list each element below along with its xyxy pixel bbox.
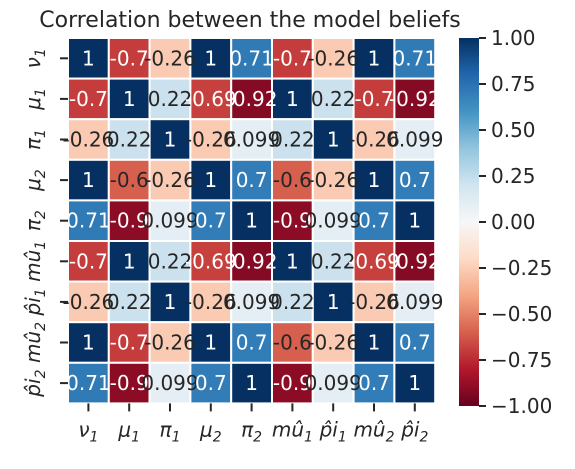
cell-annotation: 1 [82, 46, 95, 70]
cell-annotation: 0.22 [107, 128, 152, 152]
colorbar-tick-label: −0.25 [491, 256, 552, 280]
y-tick-label: μ2 [21, 169, 49, 192]
colorbar-tick-label: 0.75 [491, 72, 536, 96]
cell-annotation: 1 [204, 46, 217, 70]
cell-annotation: 0.71 [229, 46, 274, 70]
colorbar-tick-label: 0.50 [491, 118, 536, 142]
cell-annotation: -0.7 [110, 331, 149, 355]
y-tick-label: π1 [21, 129, 49, 150]
cell-annotation: 1 [82, 168, 95, 192]
cell-annotation: 1 [368, 46, 381, 70]
cell-annotation: -0.26 [307, 331, 359, 355]
cell-annotation: 1 [164, 290, 177, 314]
cell-annotation: -0.26 [144, 331, 196, 355]
colorbar-ticks: 1.00 0.75 0.50 0.25 0.00 −0.25 −0.50 −0.75 −1.00 [479, 26, 552, 418]
chart-title: Correlation between the model beliefs [39, 8, 461, 33]
cell-annotation: 0.22 [270, 128, 315, 152]
cell-annotation: 0.099 [141, 371, 198, 395]
cell-annotation: -0.6 [273, 331, 312, 355]
x-tick-label: μ2 [199, 417, 222, 445]
y-tick-label: π2 [21, 210, 49, 231]
cell-annotation: -0.92 [226, 87, 278, 111]
cell-annotation: 0.099 [141, 209, 198, 233]
x-axis-ticks: ν1 μ1 π1 μ2 π2 mû1 p̂i1 mû2 p̂i2 [78, 403, 428, 445]
cell-annotation: 1 [327, 128, 340, 152]
cell-annotation: -0.6 [110, 168, 149, 192]
cell-annotation: -0.7 [69, 87, 108, 111]
x-tick-label: p̂i1 [319, 417, 347, 445]
cell-annotation: 1 [327, 290, 340, 314]
colorbar-tick-label: 0.00 [491, 210, 536, 234]
cell-annotation: 1 [408, 371, 421, 395]
cell-annotation: -0.92 [226, 249, 278, 273]
y-tick-label: mû1 [21, 241, 49, 282]
cell-annotation: -0.7 [273, 46, 312, 70]
cell-annotation: -0.26 [144, 168, 196, 192]
x-tick-label: mû2 [353, 417, 394, 445]
colorbar [459, 38, 479, 406]
cell-annotation: 0.7 [358, 371, 390, 395]
cell-annotation: 0.7 [195, 371, 227, 395]
y-tick-label: μ1 [21, 88, 49, 111]
cell-annotation: 0.7 [236, 168, 268, 192]
cell-annotation: 0.71 [66, 209, 111, 233]
cell-annotation: 0.099 [305, 209, 362, 233]
x-tick-label: π1 [160, 417, 181, 445]
cell-annotation: 0.22 [270, 290, 315, 314]
colorbar-tick-label: −1.00 [491, 394, 552, 418]
colorbar-tick-label: −0.75 [491, 348, 552, 372]
cell-annotation: 0.71 [393, 46, 438, 70]
cell-annotation: 0.099 [305, 371, 362, 395]
cell-annotation: -0.7 [354, 87, 393, 111]
cell-annotation: 1 [204, 168, 217, 192]
cell-annotation: 1 [368, 168, 381, 192]
cell-annotation: -0.92 [389, 249, 441, 273]
cell-annotation: 1 [408, 209, 421, 233]
cell-annotation: 1 [368, 331, 381, 355]
cell-annotation: 0.7 [195, 209, 227, 233]
cell-annotation: 1 [82, 331, 95, 355]
cell-annotation: 0.099 [386, 290, 443, 314]
colorbar-tick-label: −0.50 [491, 302, 552, 326]
y-tick-label: p̂i2 [21, 369, 49, 397]
x-tick-label: p̂i2 [400, 417, 428, 445]
y-tick-label: ν1 [21, 48, 49, 68]
cell-annotation: -0.26 [307, 46, 359, 70]
cell-annotation: -0.26 [307, 168, 359, 192]
x-tick-label: ν1 [78, 417, 98, 445]
cell-annotation: 0.22 [311, 87, 356, 111]
cell-annotation: 0.099 [386, 128, 443, 152]
cell-annotation: 1 [204, 331, 217, 355]
cell-annotation: 1 [123, 249, 136, 273]
cell-annotation: 0.7 [399, 168, 431, 192]
y-tick-label: p̂i1 [21, 288, 49, 316]
cell-annotation: 1 [286, 87, 299, 111]
y-tick-label: mû2 [21, 322, 49, 363]
cell-annotation: 0.7 [399, 331, 431, 355]
cell-annotation: -0.7 [69, 249, 108, 273]
cell-annotation: -0.92 [389, 87, 441, 111]
y-axis-ticks: ν1 μ1 π1 μ2 π2 mû1 p̂i1 mû2 p̂i2 [21, 48, 68, 397]
x-tick-label: mû1 [272, 417, 313, 445]
cell-annotation: 1 [245, 371, 258, 395]
cell-annotation: 1 [245, 209, 258, 233]
x-tick-label: π2 [241, 417, 262, 445]
cell-annotation: 0.7 [358, 209, 390, 233]
cell-annotation: 1 [286, 249, 299, 273]
cell-annotation: 1 [164, 128, 177, 152]
cell-annotation: 0.71 [66, 371, 111, 395]
cell-annotation: -0.26 [144, 46, 196, 70]
cell-annotation: 0.7 [236, 331, 268, 355]
cell-annotation: 0.22 [107, 290, 152, 314]
cell-annotation: -0.7 [110, 46, 149, 70]
colorbar-tick-label: 1.00 [491, 26, 536, 50]
colorbar-tick-label: 0.25 [491, 164, 536, 188]
cell-annotation: 1 [123, 87, 136, 111]
cell-annotation: -0.6 [273, 168, 312, 192]
x-tick-label: μ1 [117, 417, 140, 445]
